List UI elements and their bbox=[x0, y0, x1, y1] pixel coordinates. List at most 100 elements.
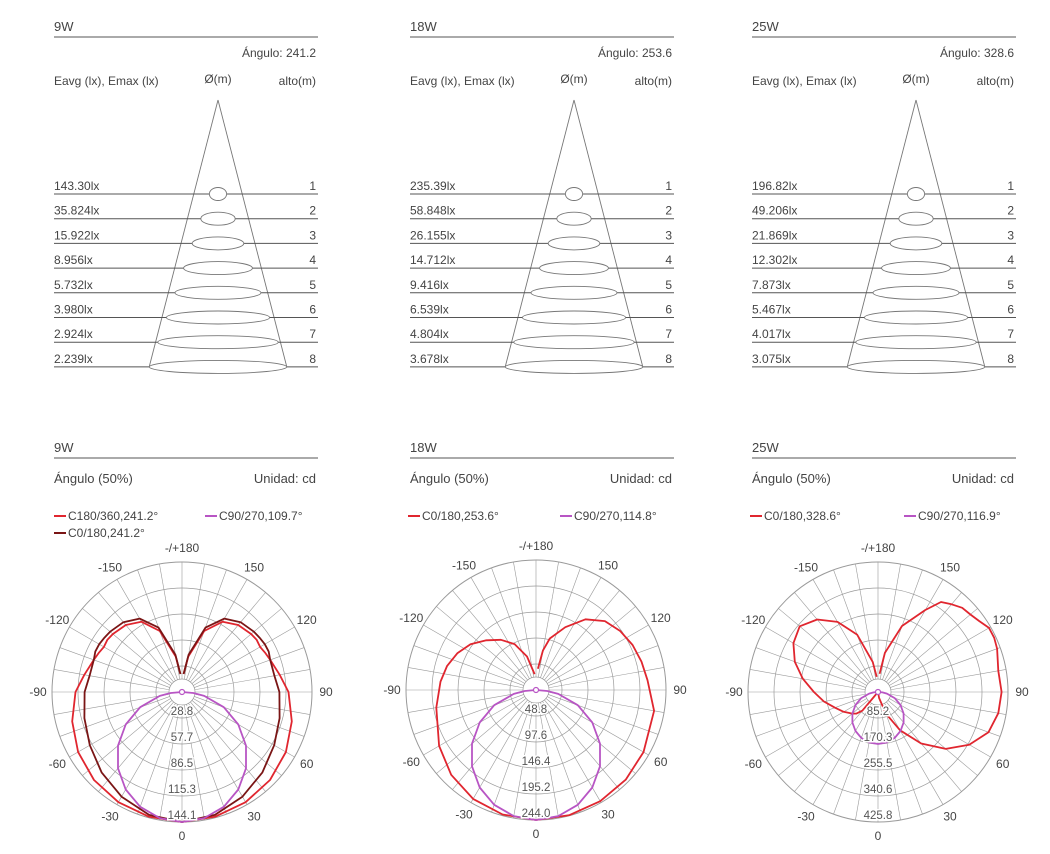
polar-radial-tick-label: 425.8 bbox=[864, 810, 893, 822]
cone-diameter-header: Ø(m) bbox=[204, 72, 231, 86]
polar-grid-spoke bbox=[765, 698, 867, 758]
polar-angle-tick-label: 120 bbox=[297, 613, 317, 627]
polar-angle-tick-label: -150 bbox=[794, 560, 818, 574]
polar-grid-spoke bbox=[542, 701, 602, 803]
polar-grid-spoke bbox=[545, 606, 636, 682]
polar-angle-tick-label: 120 bbox=[651, 611, 671, 625]
cone-lux-value: 196.82lx bbox=[752, 179, 797, 193]
cone-section-ellipse bbox=[863, 310, 969, 325]
cone-lux-value: 14.712lx bbox=[410, 253, 455, 267]
polar-grid-spoke bbox=[548, 691, 665, 713]
cone-height-header: alto(m) bbox=[279, 74, 316, 88]
legend-label: C0/180,241.2° bbox=[68, 526, 145, 540]
cone-height-header: alto(m) bbox=[977, 74, 1014, 88]
cone-height-value: 2 bbox=[1007, 204, 1014, 218]
cone-height-value: 8 bbox=[665, 352, 672, 366]
cone-section-ellipse bbox=[846, 359, 986, 374]
polar-grid-spoke bbox=[69, 698, 171, 758]
cone-height-value: 5 bbox=[309, 278, 316, 292]
polar-angle-tick-label: -/+180 bbox=[519, 539, 554, 553]
polar-grid-spoke bbox=[193, 698, 295, 758]
legend-entry: C90/270,116.9° bbox=[904, 509, 1001, 523]
polar-grid-center-ring bbox=[168, 678, 196, 706]
polar-angle-tick-label: 0 bbox=[179, 829, 186, 843]
polar-grid-spoke bbox=[470, 701, 530, 803]
legend-entry: C0/180,253.6° bbox=[408, 509, 499, 523]
polar-grid-spoke bbox=[53, 693, 170, 715]
polar-grid-spoke bbox=[548, 694, 659, 735]
polar-grid-spoke bbox=[833, 569, 874, 680]
cone-section-ellipse bbox=[165, 310, 271, 325]
cone-angle-label: Ángulo: 253.6 bbox=[598, 45, 672, 60]
polar-grid-spoke bbox=[413, 645, 524, 686]
polar-angle-tick-label: 60 bbox=[996, 757, 1010, 771]
polar-grid-spoke bbox=[137, 704, 178, 815]
polar-grid-spoke bbox=[886, 592, 962, 683]
polar-center-marker bbox=[874, 688, 882, 696]
polar-grid-ring bbox=[747, 561, 1009, 823]
polar-grid-spoke bbox=[53, 669, 170, 691]
cone-height-value: 7 bbox=[309, 327, 316, 341]
polar-grid-spoke bbox=[548, 645, 659, 686]
polar-grid-spoke bbox=[537, 702, 559, 819]
polar-grid-spoke bbox=[540, 567, 581, 678]
cone-edge-left bbox=[846, 99, 917, 368]
polar-radial-tick-label: 144.1 bbox=[168, 810, 197, 822]
polar-radial-tick-label: 86.5 bbox=[171, 758, 193, 770]
polar-grid-spoke bbox=[186, 569, 227, 680]
polar-angle-tick-label: -90 bbox=[383, 683, 401, 697]
polar-grid-spoke bbox=[884, 579, 944, 681]
polar-panel-9w: 9W Ángulo (50%) Unidad: cd C180/360,241.… bbox=[29, 440, 333, 843]
polar-angle-tick-label: -150 bbox=[98, 560, 122, 574]
polar-grid-spoke bbox=[193, 626, 295, 686]
polar-grid-spoke bbox=[59, 696, 170, 737]
polar-angle-tick-label: -/+180 bbox=[861, 541, 896, 555]
cone-section-ellipse bbox=[200, 211, 236, 226]
cone-height-value: 6 bbox=[1007, 303, 1014, 317]
cone-section-ellipse bbox=[157, 335, 279, 350]
cone-height-value: 5 bbox=[665, 278, 672, 292]
polar-grid-spoke bbox=[544, 590, 620, 681]
polar-angle-tick-label: 60 bbox=[300, 757, 314, 771]
polar-plot: 28.8 57.7 86.5 115.3 144.1 -/+180 150 120 90 60 30… bbox=[29, 541, 333, 843]
polar-grid-spoke bbox=[889, 626, 991, 686]
cone-section-ellipse bbox=[539, 261, 609, 276]
polar-radial-tick-label: 97.6 bbox=[525, 730, 547, 742]
cone-eavg-header: Eavg (lx), Emax (lx) bbox=[752, 74, 857, 88]
polar-grid-spoke bbox=[889, 698, 991, 758]
cone-edge-left bbox=[504, 99, 575, 368]
polar-angle-tick-label: -120 bbox=[399, 611, 423, 625]
polar-grid-ring bbox=[155, 665, 209, 719]
cone-power-label: 25W bbox=[752, 19, 779, 34]
cone-height-value: 1 bbox=[1007, 179, 1014, 193]
cone-section-ellipse bbox=[855, 335, 977, 350]
polar-angle-caption: Ángulo (50%) bbox=[410, 471, 489, 486]
cone-edge-left bbox=[148, 99, 219, 368]
cone-lux-value: 6.539lx bbox=[410, 303, 449, 317]
cone-section-ellipse bbox=[504, 359, 644, 374]
polar-grid-spoke bbox=[778, 608, 869, 684]
polar-grid-spoke bbox=[452, 590, 528, 681]
polar-angle-tick-label: 30 bbox=[247, 810, 261, 824]
cone-height-value: 1 bbox=[665, 179, 672, 193]
polar-panel-25w: 25W Ángulo (50%) Unidad: cd C0/180,328.6… bbox=[725, 440, 1029, 843]
polar-angle-tick-label: -90 bbox=[725, 685, 743, 699]
cone-edge-right bbox=[915, 99, 986, 368]
cone-edge-right bbox=[217, 99, 288, 368]
legend-entry: C90/270,109.7° bbox=[205, 509, 303, 523]
cone-height-value: 8 bbox=[309, 352, 316, 366]
polar-grid-spoke bbox=[188, 703, 248, 805]
cone-height-value: 7 bbox=[665, 327, 672, 341]
polar-grid-spoke bbox=[98, 592, 174, 683]
polar-grid-spoke bbox=[812, 703, 872, 805]
legend-label: C0/180,253.6° bbox=[422, 509, 499, 523]
polar-grid-spoke bbox=[755, 696, 866, 737]
cone-height-value: 6 bbox=[309, 303, 316, 317]
polar-grid-spoke bbox=[452, 699, 528, 790]
cone-section-ellipse bbox=[547, 236, 601, 251]
cone-lux-value: 49.206lx bbox=[752, 204, 797, 218]
cone-section-ellipse bbox=[872, 285, 960, 300]
polar-grid-spoke bbox=[191, 608, 282, 684]
polar-grid-spoke bbox=[116, 579, 176, 681]
cone-lux-value: 8.956lx bbox=[54, 253, 93, 267]
